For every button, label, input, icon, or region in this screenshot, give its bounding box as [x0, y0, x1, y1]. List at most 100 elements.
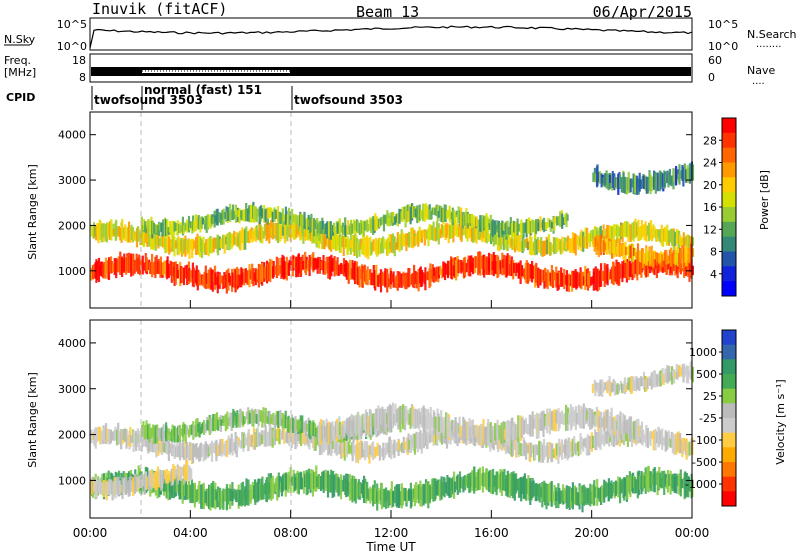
power-band-1-cell: [362, 237, 365, 255]
power-band-2-cell: [376, 217, 379, 227]
power-band-3-cell: [690, 243, 693, 264]
power-band-0-cell: [351, 260, 354, 279]
power-band-2-cell: [549, 220, 552, 232]
velocity-band-1-cell: [580, 436, 583, 449]
power-band-1-cell: [203, 243, 206, 255]
velocity-band-0-cell: [464, 476, 467, 491]
power-band-0-cell: [560, 267, 563, 287]
power-band-0-cell: [297, 253, 300, 274]
power-band-0-cell: [176, 270, 179, 279]
power-band-4-cell: [622, 172, 625, 193]
velocity-band-3-cell: [529, 414, 532, 437]
velocity-band-3-cell: [592, 412, 595, 425]
velocity-band-0-cell: [173, 482, 176, 497]
velocity-cbar-label-2: 25: [703, 390, 717, 403]
velocity-band-0-cell: [579, 485, 582, 505]
velocity-band-1-cell: [340, 439, 343, 459]
velocity-band-0-cell: [547, 484, 550, 503]
power-band-1-cell: [115, 219, 118, 240]
power-band-0-cell: [518, 263, 521, 277]
velocity-band-3-cell: [494, 423, 497, 441]
velocity-band-5-cell: [678, 364, 681, 378]
power-band-1-cell: [320, 231, 323, 249]
velocity-band-0-cell: [238, 489, 241, 506]
power-band-0-cell: [430, 269, 433, 280]
velocity-band-1-cell: [366, 445, 369, 457]
power-band-0-cell: [288, 259, 291, 269]
power-band-0-cell: [455, 259, 458, 281]
velocity-band-1-cell: [424, 431, 427, 447]
velocity-band-2-cell: [147, 424, 150, 440]
power-band-1-cell: [559, 239, 562, 255]
power-band-1-cell: [405, 233, 408, 252]
power-band-2-cell: [430, 211, 433, 220]
velocity-band-1-cell: [216, 444, 219, 456]
power-band-1-cell: [648, 222, 651, 242]
power-band-1-cell: [445, 222, 448, 238]
cpid-segment-1: normal (fast) 151: [144, 83, 262, 97]
power-band-1-cell: [345, 238, 348, 247]
power-band-0-cell: [532, 265, 535, 279]
power-band-2-cell: [467, 213, 470, 224]
power-band-1-cell: [666, 224, 669, 244]
velocity-band-1-cell: [304, 430, 307, 444]
power-band-1-cell: [538, 239, 541, 254]
power-band-0-cell: [601, 271, 604, 281]
power-band-2-cell: [147, 219, 150, 236]
power-band-1-cell: [206, 242, 209, 252]
power-band-0-cell: [429, 263, 432, 287]
velocity-cbar-label-4: -100: [692, 434, 717, 447]
power-band-0-cell: [676, 255, 679, 279]
power-band-1-cell: [460, 223, 463, 242]
cpid-label: CPID: [6, 91, 35, 104]
xtick-label-4: 16:00: [474, 526, 509, 540]
power-band-2-cell: [234, 208, 238, 216]
velocity-band-3-cell: [594, 415, 597, 428]
power-band-2-cell: [358, 222, 361, 235]
velocity-band-2-cell: [244, 416, 247, 424]
velocity-cbar-swatch-8: [722, 447, 736, 463]
velocity-band-5-cell: [596, 382, 599, 393]
velocity-band-0-cell: [224, 489, 227, 502]
velocity-band-0-cell: [403, 487, 406, 501]
velocity-band-1-cell: [382, 442, 385, 461]
power-band-0-cell: [324, 261, 327, 275]
power-band-2-cell: [206, 214, 209, 230]
power-band-1-cell: [506, 230, 509, 252]
xtick-label-2: 08:00: [273, 526, 308, 540]
velocity-band-1-cell: [668, 435, 671, 443]
velocity-band-2-cell: [264, 407, 267, 424]
velocity-band-0-cell: [369, 488, 372, 500]
velocity-band-2-cell: [248, 413, 252, 424]
velocity-band-1-cell: [416, 432, 419, 453]
power-band-1-cell: [557, 238, 561, 250]
velocity-band-0-cell: [413, 484, 416, 507]
velocity-band-0-cell: [401, 487, 405, 506]
velocity-band-5-cell: [669, 372, 672, 381]
power-band-1-cell: [105, 222, 108, 243]
power-band-2-cell: [511, 223, 514, 239]
velocity-band-4-cell: [112, 482, 115, 497]
power-band-0-cell: [140, 259, 143, 269]
power-band-2-cell: [435, 204, 438, 217]
velocity-band-1-cell: [649, 431, 653, 440]
power-band-1-cell: [447, 223, 450, 244]
power-band-2-cell: [447, 209, 450, 217]
velocity-band-3-cell: [399, 405, 402, 433]
velocity-band-2-cell: [182, 422, 185, 441]
power-band-0-cell: [295, 256, 298, 278]
velocity-band-4-cell: [115, 477, 118, 495]
power-band-0-cell: [485, 256, 488, 275]
power-band-0-cell: [600, 263, 603, 287]
velocity-band-4-cell: [110, 479, 113, 495]
power-band-3-cell: [682, 247, 686, 268]
velocity-band-5-cell: [674, 371, 677, 379]
power-band-2-cell: [374, 213, 377, 231]
velocity-band-5-cell: [609, 381, 612, 397]
velocity-band-3-cell: [601, 417, 604, 428]
velocity-band-0-cell: [661, 470, 664, 489]
power-band-0-cell: [243, 268, 246, 286]
power-band-2-cell: [505, 221, 508, 240]
velocity-band-5-cell: [675, 363, 678, 380]
velocity-band-3-cell: [580, 406, 583, 429]
